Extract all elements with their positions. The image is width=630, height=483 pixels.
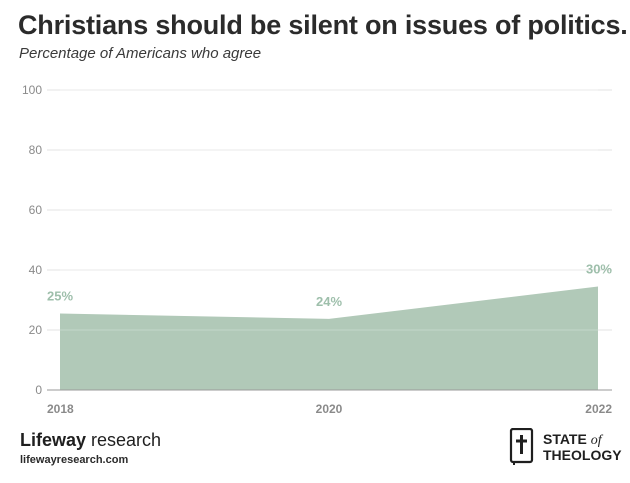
data-label: 24% <box>316 294 342 309</box>
y-tick-label: 0 <box>35 383 42 397</box>
sot-theology: THEOLOGY <box>543 446 622 463</box>
lifeway-research-logo: Lifeway research lifewayresearch.com <box>20 430 161 466</box>
y-tick-label: 40 <box>29 263 43 277</box>
y-tick-label: 60 <box>29 203 43 217</box>
brand-name: Lifeway <box>20 430 87 450</box>
y-tick-label: 20 <box>29 323 43 337</box>
y-tick-label: 80 <box>29 143 43 157</box>
data-label: 25% <box>47 289 73 304</box>
area-series <box>60 286 598 390</box>
chart-subtitle: Percentage of Americans who agree <box>19 45 262 62</box>
brand-url: lifewayresearch.com <box>20 454 129 466</box>
state-of-theology-text: STATE of THEOLOGY <box>543 430 622 463</box>
state-of-theology-logo: STATE of THEOLOGY <box>509 428 622 466</box>
sot-of: of <box>590 432 602 448</box>
y-tick-label: 100 <box>22 83 42 97</box>
x-tick-label: 2018 <box>47 402 74 416</box>
bible-cross-icon <box>509 428 534 465</box>
sot-state: STATE <box>543 430 587 447</box>
chart-title: Christians should be silent on issues of… <box>18 10 628 40</box>
brand-subname: research <box>91 430 162 450</box>
data-label: 30% <box>586 262 612 277</box>
x-tick-label: 2022 <box>585 402 612 416</box>
area-chart: 0 20 40 60 80 100 2018 2020 2022 25% 24% 30% <box>22 83 612 416</box>
x-tick-label: 2020 <box>316 402 343 416</box>
